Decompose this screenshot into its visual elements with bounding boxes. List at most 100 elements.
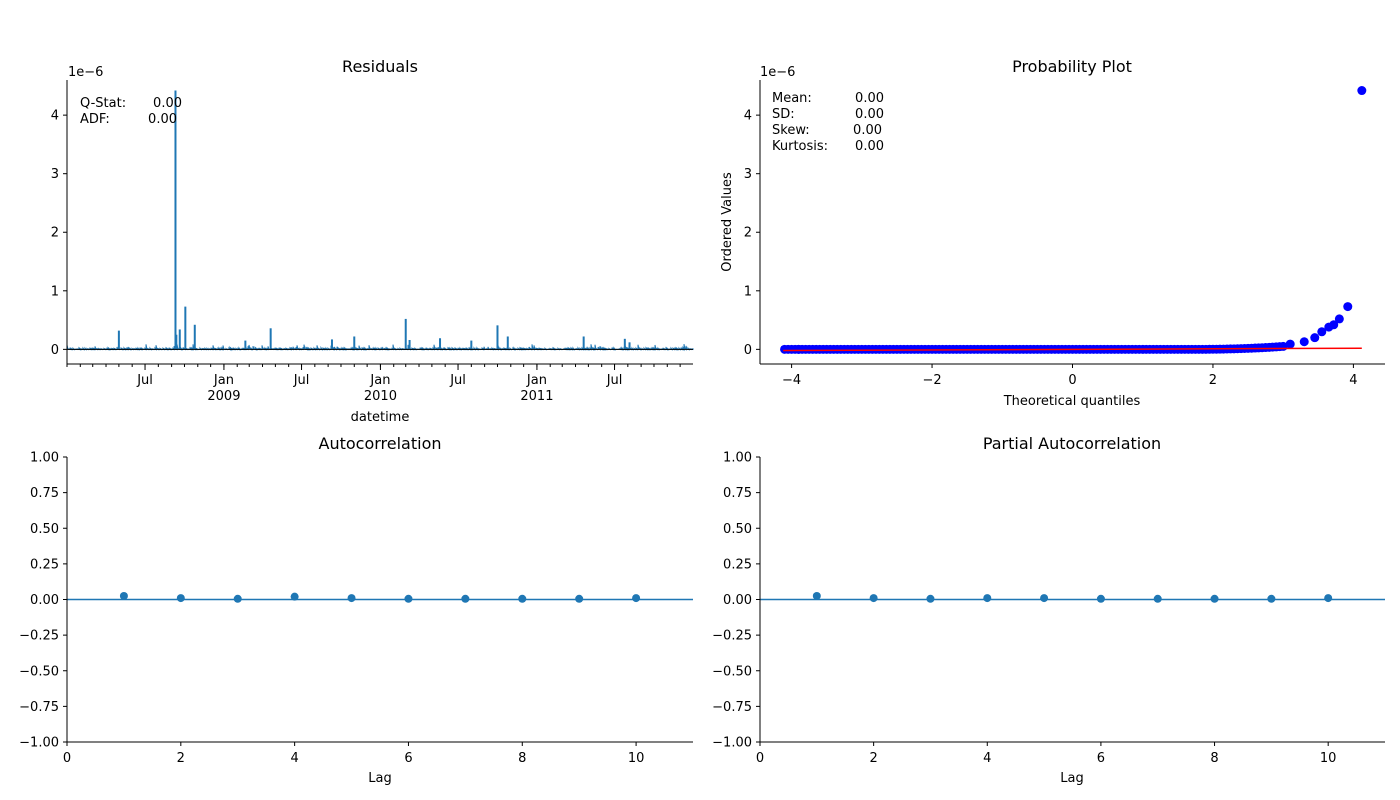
y-tick-label: 0.25 [30, 557, 59, 572]
y-tick-label: 1 [51, 284, 59, 299]
quantile-point [1357, 86, 1367, 96]
partial-autocorrelation-panel: Partial Autocorrelation 1.00 0.75 0.50 0.25… [712, 434, 1385, 786]
pacf-xlabel: Lag [1060, 771, 1083, 786]
x-tick-label: 0 [756, 751, 764, 766]
quantile-point [1285, 339, 1295, 349]
sd-value: 0.00 [855, 107, 884, 122]
mean-value: 0.00 [855, 91, 884, 106]
y-tick-label: 1.00 [723, 451, 752, 466]
x-tick-label: 2 [869, 751, 877, 766]
x-tick-label: 4 [983, 751, 991, 766]
x-tick-label: 8 [1210, 751, 1218, 766]
x-tick-year: 2010 [364, 389, 397, 404]
kurtosis-value: 0.00 [855, 139, 884, 154]
quantile-point [1299, 337, 1309, 347]
x-tick-label: −2 [922, 373, 941, 388]
acf-plot-area: 1.00 0.75 0.50 0.25 0.00 −0.25 −0.50 −0.75 −1.00… [19, 451, 693, 766]
stem-marker [983, 594, 992, 603]
stem-marker [404, 594, 413, 603]
y-tick-label: 0.75 [723, 486, 752, 501]
skew-label: Skew: [772, 123, 810, 138]
stem-marker [926, 594, 935, 603]
stem-marker [632, 594, 641, 603]
y-tick-label: −0.25 [712, 629, 752, 644]
y-tick-label: 4 [744, 109, 752, 124]
autocorrelation-panel: Autocorrelation 1.00 0.75 0.50 0.25 0.00 −0.2… [19, 434, 693, 786]
x-tick-label: Jul [293, 373, 310, 388]
probplot-ylabel: Ordered Values [720, 172, 735, 272]
stem-marker [1153, 594, 1162, 603]
mean-label: Mean: [772, 91, 812, 106]
x-tick-label: 2 [1209, 373, 1217, 388]
adf-label: ADF: [80, 112, 110, 127]
sd-label: SD: [772, 107, 795, 122]
y-tick-label: 2 [744, 226, 752, 241]
x-tick-label: 2 [177, 751, 185, 766]
stem-marker [290, 592, 299, 601]
x-tick-label: Jan [369, 373, 390, 388]
quantile-point [1317, 327, 1327, 337]
y-tick-label: −0.75 [19, 700, 59, 715]
y-tick-label: 0.00 [723, 593, 752, 608]
y-tick-label: 4 [51, 109, 59, 124]
x-tick-label: 10 [1320, 751, 1337, 766]
pacf-plot-area: 1.00 0.75 0.50 0.25 0.00 −0.25 −0.50 −0.75 −1.00… [712, 451, 1385, 766]
x-tick-label: 8 [518, 751, 526, 766]
stem-marker [575, 594, 584, 603]
y-tick-label: −0.75 [712, 700, 752, 715]
y-tick-label: 0.50 [30, 522, 59, 537]
pacf-title: Partial Autocorrelation [983, 434, 1161, 453]
y-tick-label: −0.25 [19, 629, 59, 644]
y-tick-label: 3 [51, 167, 59, 182]
residuals-title: Residuals [342, 57, 418, 76]
probplot-xlabel: Theoretical quantiles [1003, 394, 1141, 409]
quantile-point [1329, 320, 1339, 330]
acf-title: Autocorrelation [319, 434, 442, 453]
stem-marker [1324, 594, 1333, 603]
y-tick-label: −1.00 [19, 736, 59, 751]
stem-marker [1040, 594, 1049, 603]
stem-marker [1096, 594, 1105, 603]
x-tick-label: 6 [1097, 751, 1105, 766]
y-tick-label: 2 [51, 226, 59, 241]
stem-marker [1267, 594, 1276, 603]
fit-line [783, 347, 1362, 352]
y-tick-label: 3 [744, 167, 752, 182]
stem-marker [347, 594, 356, 603]
y-tick-label: 0.50 [723, 522, 752, 537]
y-tick-label: 0 [51, 343, 59, 358]
adf-value: 0.00 [148, 112, 177, 127]
qstat-label: Q-Stat: [80, 96, 126, 111]
stem-marker [233, 594, 242, 603]
quantile-point [1343, 302, 1353, 312]
x-tick-label: Jul [606, 373, 623, 388]
qstat-value: 0.00 [153, 96, 182, 111]
y-tick-label: −0.50 [712, 664, 752, 679]
probplot-title: Probability Plot [1012, 57, 1132, 76]
residuals-offset-text: 1e−6 [68, 65, 103, 80]
residuals-stats: Q-Stat: 0.00 ADF: 0.00 [80, 96, 182, 127]
stem-marker [461, 594, 470, 603]
stem-marker [119, 591, 128, 600]
x-tick-label: 6 [404, 751, 412, 766]
x-tick-label: 0 [63, 751, 71, 766]
kurtosis-label: Kurtosis: [772, 139, 828, 154]
skew-value: 0.00 [853, 123, 882, 138]
quantile-point [794, 344, 804, 354]
x-tick-label: 10 [628, 751, 645, 766]
acf-xlabel: Lag [368, 771, 391, 786]
quantile-point [1310, 333, 1320, 343]
stem-marker [1210, 594, 1219, 603]
x-tick-label: 4 [1349, 373, 1357, 388]
x-tick-label: Jul [449, 373, 466, 388]
residual-noise-line [66, 344, 694, 352]
y-tick-label: 0.25 [723, 557, 752, 572]
x-tick-year: 2009 [207, 389, 240, 404]
y-tick-label: −1.00 [712, 736, 752, 751]
y-tick-label: 0.75 [30, 486, 59, 501]
residuals-xlabel: datetime [351, 410, 410, 425]
y-tick-label: −0.50 [19, 664, 59, 679]
stem-marker [812, 591, 821, 600]
